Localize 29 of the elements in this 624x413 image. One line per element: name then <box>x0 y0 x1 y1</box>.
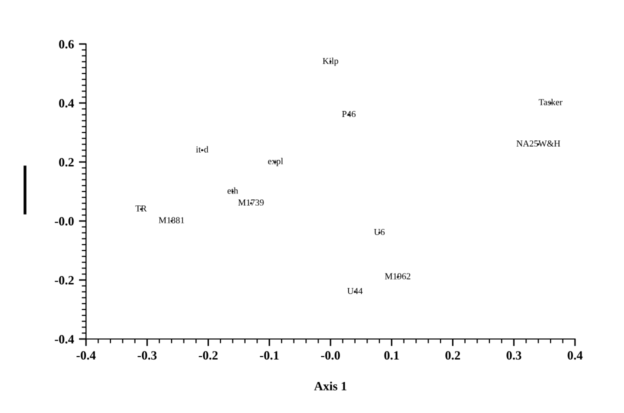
x-tick-label: 0.3 <box>506 351 522 360</box>
y-tick-label: -0.2 <box>54 276 74 285</box>
data-label: expl <box>268 158 284 166</box>
y-tick-label: 0.6 <box>59 40 74 49</box>
x-tick-label: -0.2 <box>198 351 218 360</box>
x-tick-label: 0.4 <box>568 351 583 360</box>
x-tick-label: -0.4 <box>76 351 96 360</box>
x-axis-title: Axis 1 <box>314 382 346 390</box>
x-tick-label: -0.3 <box>138 351 157 360</box>
data-label: Kilp <box>322 58 338 66</box>
data-label: Tasker <box>538 98 562 106</box>
data-label: it-d <box>196 146 208 152</box>
y-tick-label: -0.4 <box>54 335 74 344</box>
y-tick-label: 0.4 <box>59 99 74 108</box>
x-tick-label: -0.0 <box>321 351 340 360</box>
y-tick-label: -0.0 <box>54 217 74 226</box>
data-label: U44 <box>347 288 363 294</box>
data-label: NA25W&H <box>516 140 560 147</box>
x-tick-label: -0.1 <box>260 351 279 360</box>
data-label: M1881 <box>158 217 184 224</box>
data-label: M1739 <box>238 199 264 206</box>
data-label: M1962 <box>384 273 410 280</box>
y-tick-label: 0.2 <box>59 158 74 167</box>
data-label: eth <box>228 187 238 194</box>
data-label: P46 <box>342 110 356 118</box>
data-label: TR <box>135 205 147 212</box>
x-tick-label: 0.2 <box>445 351 460 360</box>
data-label: U6 <box>374 228 385 236</box>
x-tick-label: 0.1 <box>384 351 399 360</box>
